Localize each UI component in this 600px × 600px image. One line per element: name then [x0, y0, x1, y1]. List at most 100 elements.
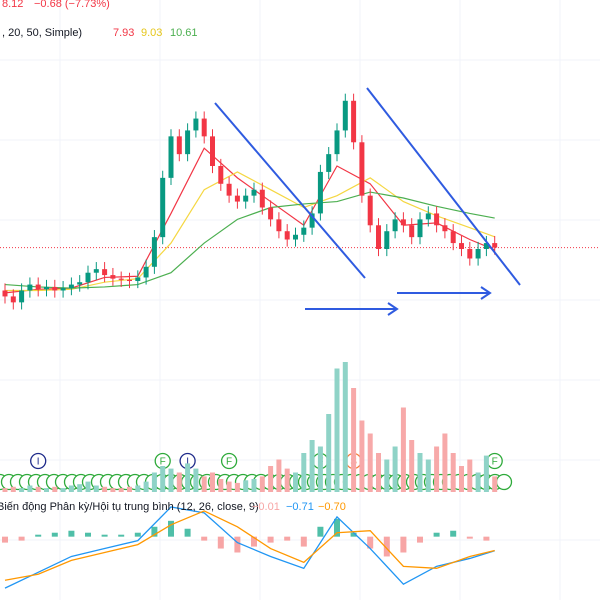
- ma-value: 10.61: [170, 27, 198, 39]
- volume-bar: [135, 485, 141, 492]
- plot: IFIFFSF: [0, 93, 600, 589]
- candle-body: [127, 279, 132, 282]
- histogram-bar: [400, 536, 407, 553]
- event-marker: [220, 452, 238, 470]
- candle-body: [27, 284, 33, 291]
- candle-body: [44, 286, 49, 290]
- candle-body: [68, 284, 74, 289]
- histogram-bar: [184, 528, 191, 537]
- event-label: F: [226, 457, 232, 468]
- volume-bar: [19, 488, 25, 492]
- candle-body: [110, 275, 116, 279]
- macd-value: −0.01: [252, 501, 280, 513]
- volume-bar: [442, 433, 448, 492]
- candle-body: [143, 266, 149, 278]
- drawings: [214, 87, 521, 316]
- volume-bar: [351, 388, 357, 492]
- volume-bar: [85, 481, 91, 492]
- volume-bar: [44, 488, 49, 492]
- volume-bar: [467, 459, 473, 492]
- volume-bar: [210, 472, 215, 492]
- candle-body: [376, 225, 381, 249]
- candle-body: [118, 278, 124, 280]
- volume-bar: [483, 455, 489, 492]
- ma-value: 7.93: [113, 27, 134, 39]
- candle-body: [243, 195, 249, 202]
- volume-bar: [425, 459, 431, 492]
- line: [4, 506, 495, 589]
- candle-body: [400, 219, 406, 226]
- candle-body: [259, 189, 265, 208]
- candle-body: [93, 269, 99, 273]
- volume-bar: [259, 476, 265, 492]
- candle-body: [77, 282, 83, 285]
- volume-bar: [110, 488, 116, 492]
- arrow-head: [387, 302, 399, 316]
- event-label: I: [37, 457, 40, 468]
- candle-body: [425, 213, 431, 220]
- ma-value: 9.03: [141, 27, 162, 39]
- candle-body: [483, 243, 489, 249]
- volume-bar: [193, 468, 199, 492]
- volume-bar: [201, 476, 207, 492]
- candle-body: [276, 219, 282, 232]
- volume-bar: [93, 485, 99, 492]
- trend-line: [366, 87, 521, 286]
- candle-body: [210, 136, 215, 166]
- volume-bar: [243, 480, 249, 492]
- candle-body: [434, 213, 440, 226]
- candle-body: [384, 231, 390, 249]
- price-label: 8.12: [2, 0, 23, 10]
- volume-bar: [60, 488, 66, 492]
- histogram-bar: [51, 532, 58, 537]
- histogram-bar: [85, 532, 91, 537]
- line: [4, 510, 495, 581]
- candle-body: [226, 183, 232, 196]
- trend-line: [214, 102, 366, 279]
- histogram-bar: [168, 520, 174, 537]
- candle-body: [151, 237, 157, 267]
- candle-body: [293, 234, 298, 240]
- candle-body: [475, 249, 481, 259]
- candle-body: [19, 290, 25, 303]
- change-label: −0.68 (−7.73%): [34, 0, 110, 10]
- macd-value: −0.71: [286, 501, 314, 513]
- event-marker: [30, 452, 47, 470]
- event-label: F: [492, 457, 498, 468]
- candle-body: [251, 189, 257, 196]
- volume-bar: [118, 488, 124, 492]
- candle-body: [359, 142, 365, 196]
- volume-bar: [434, 446, 440, 492]
- volume-bar: [143, 481, 149, 492]
- histogram-bar: [151, 526, 158, 537]
- candle-body: [218, 166, 224, 184]
- candle-body: [392, 219, 398, 232]
- histogram-bar: [118, 534, 125, 537]
- candle-body: [284, 231, 290, 240]
- histogram-bar: [466, 536, 473, 539]
- volume-bar: [392, 446, 398, 492]
- volume-bar: [27, 485, 33, 492]
- candle-body: [409, 225, 415, 238]
- histogram-bar: [251, 536, 257, 547]
- candle-body: [234, 195, 240, 202]
- candle-body: [301, 227, 307, 235]
- volume-bar: [68, 485, 74, 492]
- candle-body: [10, 296, 16, 303]
- arrow-head: [480, 286, 492, 300]
- volume-bar: [268, 466, 274, 492]
- line: [4, 191, 495, 289]
- volume-bar: [326, 414, 332, 492]
- candle-body: [417, 219, 423, 238]
- candle-body: [35, 284, 41, 290]
- candle-body: [334, 130, 340, 155]
- histogram-bar: [483, 536, 490, 541]
- volume-bar: [234, 482, 240, 492]
- histogram-bar: [101, 534, 108, 537]
- histogram-bar: [2, 536, 8, 543]
- histogram-bar: [383, 536, 390, 557]
- event-dot: [495, 473, 513, 491]
- volume-bar: [400, 407, 406, 492]
- volume-bar: [376, 453, 381, 492]
